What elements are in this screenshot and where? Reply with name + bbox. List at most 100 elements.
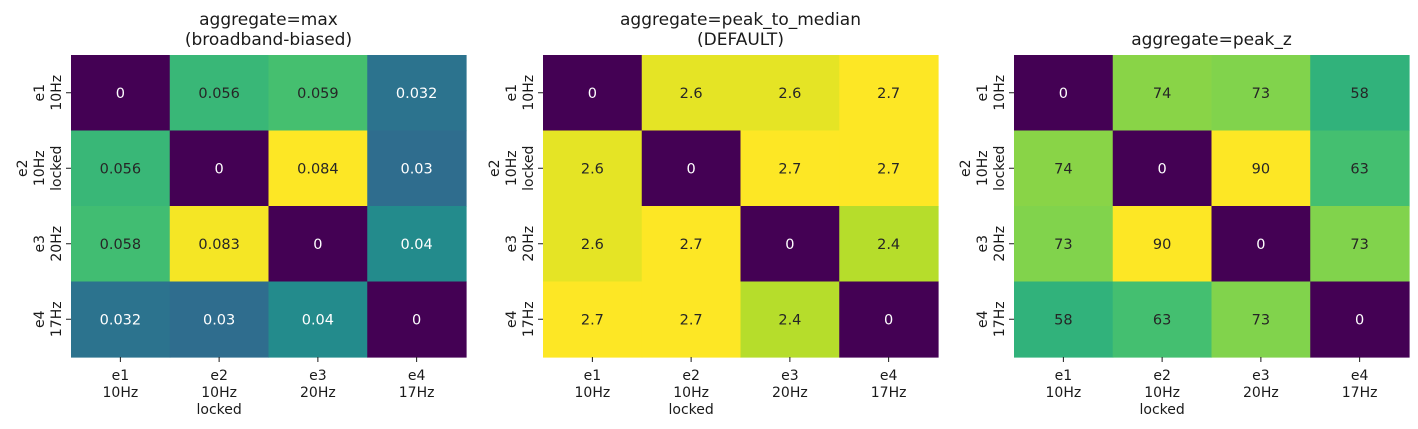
cell-value-label: 2.6	[778, 86, 801, 102]
x-tick-label: locked	[196, 402, 241, 418]
y-tick-label: 17Hz	[521, 301, 537, 337]
cell-value-label: 0	[1059, 86, 1068, 102]
heatmap-cell	[543, 281, 643, 358]
heatmap-cell	[1112, 281, 1213, 358]
cell-value-label: 0	[313, 237, 322, 253]
cell-value-label: 2.6	[581, 161, 604, 177]
cell-value-label: 0.059	[297, 86, 339, 102]
cell-value-label: 0	[1355, 312, 1364, 328]
heatmap-cell	[641, 206, 742, 283]
chart-title-line: aggregate=peak_to_median	[620, 10, 861, 30]
x-tick-label: locked	[1139, 402, 1184, 418]
cell-value-label: 73	[1252, 312, 1270, 328]
heatmap-cell	[740, 206, 840, 283]
y-tick-label: 10Hz	[49, 75, 65, 111]
cell-value-label: 0.058	[100, 237, 142, 253]
heatmap-cell	[367, 55, 467, 132]
x-tick-label: 10Hz	[201, 385, 237, 401]
y-tick-label: locked	[992, 146, 1008, 191]
cell-value-label: 0.083	[198, 237, 240, 253]
heatmap-cell	[268, 55, 368, 132]
cell-value-label: 0.04	[400, 237, 432, 253]
x-tick-label: 20Hz	[300, 385, 336, 401]
cell-value-label: 0	[412, 312, 421, 328]
x-tick-label: 10Hz	[1144, 385, 1180, 401]
x-tick-label: locked	[668, 402, 713, 418]
cell-value-label: 63	[1153, 312, 1171, 328]
cell-value-label: 0.03	[203, 312, 235, 328]
cell-value-label: 0	[785, 237, 794, 253]
heatmap-cell	[367, 130, 467, 207]
cell-value-label: 2.7	[680, 312, 703, 328]
y-tick-label: 17Hz	[992, 301, 1008, 337]
heatmap-cell	[1112, 206, 1213, 283]
cell-value-label: 63	[1350, 161, 1368, 177]
y-tick-label: e4	[975, 310, 991, 328]
cell-value-label: 0.032	[396, 86, 438, 102]
heatmap-cell	[740, 55, 840, 132]
cell-value-label: 0.056	[198, 86, 240, 102]
y-tick-label: 20Hz	[521, 226, 537, 262]
cell-value-label: 2.7	[877, 86, 900, 102]
x-tick-label: 10Hz	[103, 385, 139, 401]
heatmap-cell	[740, 281, 840, 358]
heatmap-cell	[839, 130, 939, 207]
x-tick-label: e3	[309, 368, 327, 384]
heatmap-cell	[1310, 55, 1410, 132]
cell-value-label: 90	[1252, 161, 1270, 177]
cell-value-label: 58	[1350, 86, 1368, 102]
heatmap-cell	[543, 206, 643, 283]
heatmap-cell	[641, 130, 742, 207]
cell-value-label: 2.4	[877, 237, 900, 253]
heatmap-cell	[1112, 130, 1213, 207]
x-tick-label: e2	[682, 368, 700, 384]
cell-value-label: 2.6	[581, 237, 604, 253]
y-tick-label: 10Hz	[504, 150, 520, 186]
y-tick-label: 20Hz	[992, 226, 1008, 262]
cell-value-label: 74	[1153, 86, 1171, 102]
y-tick-label: e4	[504, 310, 520, 328]
x-tick-label: 17Hz	[871, 385, 907, 401]
cell-value-label: 0	[116, 86, 125, 102]
y-tick-label: e2	[958, 159, 974, 177]
heatmap-cell	[71, 281, 171, 358]
y-tick-label: e1	[504, 84, 520, 102]
y-tick-label: e1	[32, 84, 48, 102]
y-tick-label: 10Hz	[992, 75, 1008, 111]
x-tick-label: e1	[1055, 368, 1073, 384]
y-tick-label: 10Hz	[975, 150, 991, 186]
y-tick-label: e3	[975, 235, 991, 253]
heatmap-cell	[268, 281, 368, 358]
heatmap-cell	[169, 206, 270, 283]
heatmap-cell	[71, 55, 171, 132]
y-tick-label: e1	[975, 84, 991, 102]
x-tick-label: e4	[880, 368, 898, 384]
y-tick-label: e4	[32, 310, 48, 328]
y-tick-label: 20Hz	[49, 226, 65, 262]
x-tick-label: e1	[584, 368, 602, 384]
heatmap-cell	[169, 281, 270, 358]
heatmap-cell	[543, 130, 643, 207]
cell-value-label: 0	[687, 161, 696, 177]
heatmap-cell	[169, 130, 270, 207]
x-tick-label: e2	[1153, 368, 1171, 384]
heatmap-cell	[169, 55, 270, 132]
heatmap-cell	[543, 55, 643, 132]
x-tick-label: e4	[1351, 368, 1369, 384]
heatmap-cell	[641, 55, 742, 132]
heatmap-cell	[1211, 55, 1311, 132]
x-tick-label: e3	[1252, 368, 1270, 384]
y-tick-label: 10Hz	[521, 75, 537, 111]
cell-value-label: 90	[1153, 237, 1171, 253]
cell-value-label: 0.03	[400, 161, 432, 177]
heatmap-cell	[1014, 55, 1114, 132]
cell-value-label: 0.084	[297, 161, 339, 177]
x-tick-label: e2	[210, 368, 228, 384]
cell-value-label: 0	[588, 86, 597, 102]
y-tick-label: e2	[15, 159, 31, 177]
cell-value-label: 2.6	[680, 86, 703, 102]
heatmap-cell	[1014, 281, 1114, 358]
cell-value-label: 73	[1252, 86, 1270, 102]
y-tick-label: locked	[49, 146, 65, 191]
